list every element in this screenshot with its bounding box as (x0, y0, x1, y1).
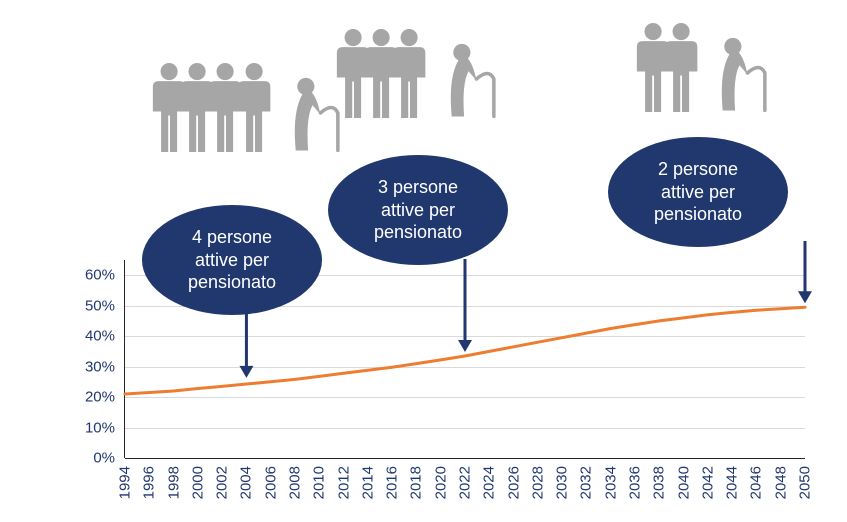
callout-label: 4 personeattive perpensionato (188, 226, 276, 294)
callout-label-line: 2 persone (654, 158, 742, 181)
callout-label: 3 personeattive perpensionato (374, 176, 462, 244)
callout-label-line: attive per (188, 249, 276, 272)
callout-label-line: attive per (654, 181, 742, 204)
callout-bubble: 4 personeattive perpensionato (142, 205, 322, 315)
callout-label: 2 personeattive perpensionato (654, 158, 742, 226)
callout-label-line: pensionato (188, 271, 276, 294)
callout-label-line: 3 persone (374, 176, 462, 199)
callout-label-line: pensionato (374, 221, 462, 244)
callout-arrow-head (798, 291, 812, 303)
callout-bubble: 2 personeattive perpensionato (608, 137, 788, 247)
callout-arrow-head (458, 340, 472, 352)
chart-root: 0%10%20%30%40%50%60% 1994199619982000200… (0, 0, 847, 522)
callout-bubble: 3 personeattive perpensionato (328, 155, 508, 265)
callout-arrow-head (239, 366, 253, 378)
callout-label-line: attive per (374, 199, 462, 222)
callout-label-line: 4 persone (188, 226, 276, 249)
callout-label-line: pensionato (654, 203, 742, 226)
